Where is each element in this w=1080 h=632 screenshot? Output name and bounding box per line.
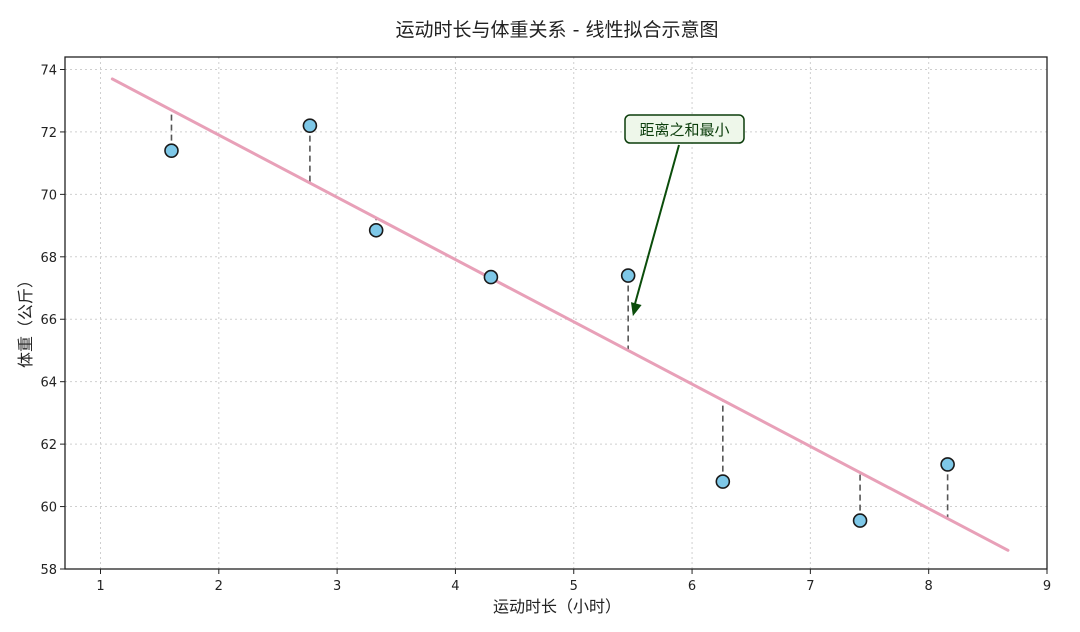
- x-tick-label: 3: [333, 579, 341, 594]
- y-tick-label: 68: [40, 251, 57, 266]
- y-tick-label: 74: [40, 63, 57, 78]
- x-tick-label: 4: [451, 579, 459, 594]
- data-point: [715, 474, 731, 489]
- annotation-box: [624, 114, 745, 144]
- annotation-arrowhead: [630, 302, 642, 317]
- data-point: [164, 143, 179, 158]
- x-tick-label: 5: [570, 579, 578, 594]
- data-point: [620, 268, 636, 283]
- data-point: [302, 118, 318, 133]
- x-tick-label: 6: [688, 579, 696, 594]
- data-point: [940, 457, 955, 472]
- x-tick-label: 2: [215, 579, 223, 594]
- y-tick-label: 64: [40, 376, 57, 391]
- y-tick-label: 58: [40, 563, 57, 578]
- chart-title: 运动时长与体重关系 - 线性拟合示意图: [396, 19, 719, 41]
- x-tick-label: 9: [1043, 579, 1051, 594]
- x-tick-label: 1: [96, 579, 104, 594]
- y-tick-label: 70: [40, 188, 57, 203]
- annotation-text: 距离之和最小: [639, 121, 729, 139]
- annotation: 距离之和最小: [624, 114, 745, 317]
- fit-line-group: [110, 77, 1010, 552]
- fit-line: [110, 77, 1010, 552]
- x-tick-label: 8: [925, 579, 933, 594]
- data-point: [483, 269, 499, 285]
- annotation-arrow-line: [633, 144, 680, 305]
- data-points: [164, 118, 955, 528]
- x-axis-label: 运动时长（小时）: [493, 597, 621, 616]
- data-point: [852, 513, 868, 528]
- y-axis-label: 体重（公斤）: [16, 272, 35, 368]
- y-tick-label: 72: [40, 126, 57, 141]
- y-tick-label: 62: [40, 438, 57, 453]
- y-tick-label: 66: [40, 313, 57, 328]
- data-point: [368, 222, 384, 238]
- axes: 1 2 3 4 5 6 7 8 9 58 60 62 64 66 68 70 72 74: [40, 56, 1051, 594]
- plot-frame: [64, 56, 1048, 570]
- x-tick-label: 7: [806, 579, 814, 594]
- y-tick-label: 60: [40, 501, 57, 516]
